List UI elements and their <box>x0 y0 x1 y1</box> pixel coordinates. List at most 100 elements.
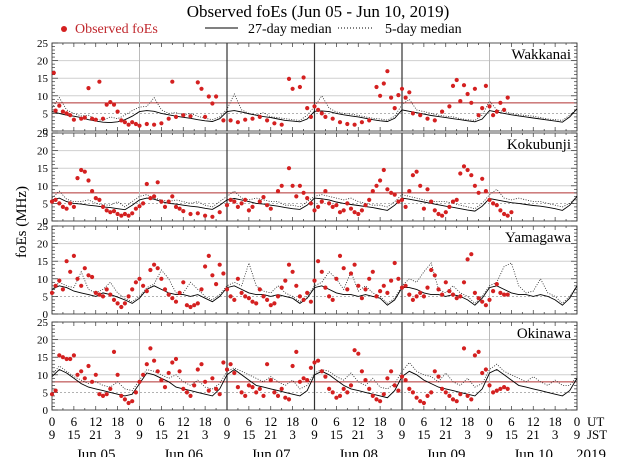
observed-point <box>399 285 405 290</box>
observed-point <box>414 169 419 174</box>
observed-point <box>487 297 492 302</box>
observed-point <box>64 356 69 362</box>
observed-point <box>57 353 62 358</box>
x-tick-label-ut: 0 <box>486 414 493 429</box>
y-tick-label: 5 <box>43 291 49 303</box>
observed-point <box>90 274 95 280</box>
x-tick-label-ut: 12 <box>264 414 277 429</box>
observed-point <box>367 118 372 123</box>
observed-point <box>82 376 87 381</box>
observed-point <box>450 292 456 297</box>
observed-point <box>305 106 310 111</box>
observed-point <box>79 167 84 173</box>
observed-point <box>184 390 189 395</box>
x-tick-label-jst: 15 <box>67 427 80 442</box>
observed-point <box>381 81 386 86</box>
observed-point <box>261 294 266 299</box>
observed-point <box>472 183 477 188</box>
observed-point <box>505 292 510 297</box>
observed-point <box>403 283 408 288</box>
observed-point <box>370 269 375 274</box>
day-label: Jun 05 <box>76 447 116 457</box>
observed-point <box>192 383 197 388</box>
observed-point <box>100 393 106 398</box>
x-tick-label-jst: 15 <box>330 427 343 442</box>
observed-point <box>71 117 76 122</box>
observed-point <box>480 299 485 304</box>
observed-point <box>392 192 397 197</box>
observed-point <box>104 287 109 292</box>
observed-point <box>348 271 354 276</box>
observed-point <box>443 390 448 395</box>
station-label: Kokubunji <box>507 137 571 153</box>
observed-point <box>502 107 507 112</box>
observed-point <box>166 370 171 376</box>
observed-point <box>330 390 335 395</box>
observed-point <box>173 204 179 209</box>
observed-point <box>108 210 113 215</box>
observed-point <box>243 197 248 202</box>
observed-point <box>148 196 153 201</box>
observed-point <box>268 378 273 383</box>
observed-point <box>483 189 488 194</box>
observed-point <box>159 199 164 204</box>
x-tick-label-jst: 9 <box>311 427 318 442</box>
y-tick-label: 0 <box>43 309 49 321</box>
observed-point <box>57 201 62 206</box>
observed-point <box>279 285 284 290</box>
observed-point <box>294 194 299 199</box>
x-tick-label-jst: 15 <box>417 427 430 442</box>
observed-point <box>232 370 237 376</box>
x-tick-label-ut: 6 <box>246 414 253 429</box>
observed-point <box>195 211 200 216</box>
x-tick-label-ut: 6 <box>333 414 340 429</box>
observed-point <box>122 301 127 306</box>
observed-point <box>115 211 120 217</box>
x-tick-label-jst: 9 <box>486 427 493 442</box>
observed-point <box>378 399 383 404</box>
observed-point <box>305 196 310 201</box>
panel-okinawa: 0 5 10 15 20 25 Okinawa <box>37 317 578 417</box>
observed-point <box>173 356 179 362</box>
observed-point <box>275 393 281 398</box>
observed-point <box>494 282 499 287</box>
observed-point <box>100 294 106 299</box>
x-tick-label-ut: 0 <box>311 414 318 429</box>
observed-point <box>392 260 397 266</box>
observed-point <box>170 79 175 84</box>
observed-point <box>494 109 499 114</box>
observed-point <box>195 80 200 85</box>
x-tick-label-ut: 18 <box>286 414 299 429</box>
observed-point <box>104 102 109 107</box>
observed-point <box>111 102 117 107</box>
observed-point <box>181 209 186 214</box>
observed-point <box>407 292 412 297</box>
observed-point <box>119 304 124 310</box>
observed-point <box>418 183 423 188</box>
observed-point <box>301 376 306 381</box>
x-tick-label-jst: 9 <box>49 427 56 442</box>
observed-point <box>450 397 456 402</box>
observed-point <box>166 292 171 297</box>
observed-point <box>166 116 171 121</box>
jst-label: JST <box>587 427 607 442</box>
observed-point <box>337 253 343 258</box>
observed-point <box>494 388 499 393</box>
observed-point <box>283 278 288 283</box>
observed-point <box>199 86 204 91</box>
x-tick-label-ut: 0 <box>224 414 231 429</box>
observed-point <box>498 100 503 105</box>
observed-point <box>454 197 459 202</box>
observed-point <box>341 208 346 213</box>
x-tick-label-ut: 18 <box>199 414 212 429</box>
observed-point <box>246 208 251 213</box>
x-tick-label-jst: 3 <box>289 427 296 442</box>
observed-point <box>210 101 215 106</box>
observed-point <box>440 292 445 297</box>
observed-point <box>246 296 251 301</box>
day-label: Jun 07 <box>251 447 291 457</box>
observed-point <box>447 104 452 109</box>
observed-point <box>392 106 397 111</box>
observed-point <box>308 201 313 206</box>
observed-point <box>469 100 474 105</box>
